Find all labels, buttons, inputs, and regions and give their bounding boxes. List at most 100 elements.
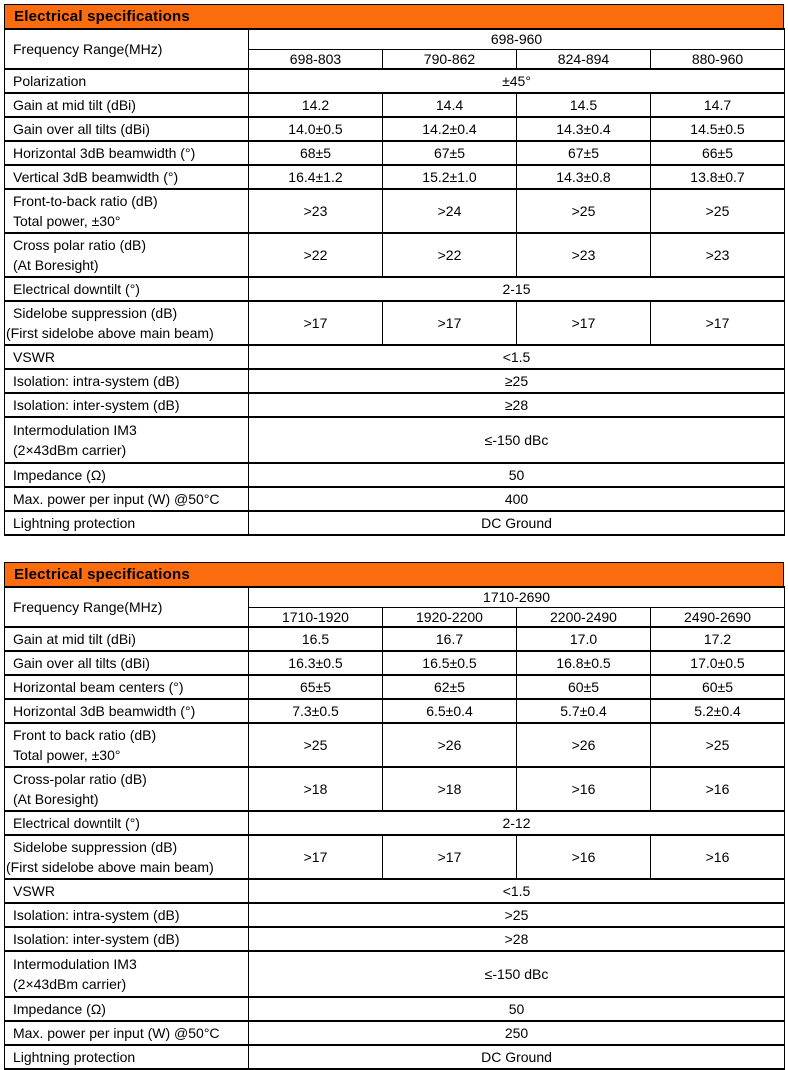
value-cell: 14.3±0.8 bbox=[516, 164, 651, 190]
row-label: Horizontal beam centers (°) bbox=[13, 679, 184, 695]
value-cell: >22 bbox=[248, 232, 383, 278]
value-cell: ≤-150 dBc bbox=[247, 950, 786, 998]
freq-group-cell: 1710-2690 bbox=[247, 586, 786, 608]
value-cell: DC Ground bbox=[247, 1044, 786, 1070]
table-row: Front-to-back ratio (dB) Total power, ±3… bbox=[4, 188, 786, 234]
row-label: Gain over all tilts (dBi) bbox=[13, 121, 150, 137]
value-cell: >18 bbox=[382, 766, 517, 812]
value-cell: 14.2±0.4 bbox=[382, 116, 517, 142]
value-cell: 67±5 bbox=[516, 140, 651, 166]
value-cell: 13.8±0.7 bbox=[649, 164, 786, 190]
row-label-cell: Intermodulation IM3 (2×43dBm carrier) bbox=[4, 416, 249, 464]
row-label: Cross polar ratio (dB) bbox=[13, 237, 147, 253]
row-label-line2: (First sidelobe above main beam) bbox=[6, 325, 214, 341]
table-row: Electrical downtilt (°) 2-15 bbox=[4, 276, 786, 302]
table-row: Front to back ratio (dB) Total power, ±3… bbox=[4, 722, 786, 768]
row-label: VSWR bbox=[13, 349, 55, 365]
value-cell: 60±5 bbox=[516, 674, 651, 700]
value-cell: 16.4±1.2 bbox=[248, 164, 383, 190]
value-cell: >18 bbox=[248, 766, 383, 812]
value-cell: ±45° bbox=[247, 68, 786, 94]
value-cell: >28 bbox=[247, 926, 786, 952]
table-row: Gain over all tilts (dBi) 16.3±0.5 16.5±… bbox=[4, 650, 786, 676]
row-label: Electrical downtilt (°) bbox=[13, 281, 140, 297]
value-cell: >16 bbox=[649, 834, 786, 880]
table-row: Cross polar ratio (dB) (At Boresight) >2… bbox=[4, 232, 786, 278]
row-label-line2: Total power, ±30° bbox=[13, 213, 121, 229]
freq-band-cell: 698-803 bbox=[248, 48, 383, 70]
row-label-cell: VSWR bbox=[4, 878, 249, 904]
value-cell: 14.7 bbox=[649, 92, 786, 118]
row-label: Isolation: intra-system (dB) bbox=[13, 907, 180, 923]
row-label-cell: Sidelobe suppression (dB) (First sidelob… bbox=[4, 834, 249, 880]
row-label-line2: (2×43dBm carrier) bbox=[13, 442, 127, 458]
row-label: Lightning protection bbox=[13, 515, 136, 531]
row-label: Impedance (Ω) bbox=[13, 1001, 106, 1017]
row-label-cell: VSWR bbox=[4, 344, 249, 370]
row-label: VSWR bbox=[13, 883, 55, 899]
row-label: Gain over all tilts (dBi) bbox=[13, 655, 150, 671]
value-cell: 66±5 bbox=[649, 140, 786, 166]
table-row: Horizontal beam centers (°) 65±5 62±5 60… bbox=[4, 674, 786, 700]
table-row: Isolation: inter-system (dB) ≥28 bbox=[4, 392, 786, 418]
table-row: Frequency Range(MHz) 1710-2690 bbox=[4, 586, 786, 628]
row-label: Front to back ratio (dB) bbox=[13, 727, 157, 743]
value-cell: 14.5±0.5 bbox=[649, 116, 786, 142]
table-row: Isolation: intra-system (dB) ≥25 bbox=[4, 368, 786, 394]
row-label-cell: Isolation: inter-system (dB) bbox=[4, 926, 249, 952]
value-cell: >17 bbox=[382, 834, 517, 880]
row-label-cell: Isolation: intra-system (dB) bbox=[4, 368, 249, 394]
row-label-cell: Lightning protection bbox=[4, 510, 249, 536]
table-row: Lightning protection DC Ground bbox=[4, 510, 786, 536]
table-row: Lightning protection DC Ground bbox=[4, 1044, 786, 1070]
value-cell: 250 bbox=[247, 1020, 786, 1046]
value-cell: 14.2 bbox=[248, 92, 383, 118]
value-cell: >23 bbox=[516, 232, 651, 278]
value-cell: >23 bbox=[649, 232, 786, 278]
section-header: Electrical specifications bbox=[4, 562, 784, 586]
row-label-cell: Horizontal beam centers (°) bbox=[4, 674, 249, 700]
table-row: Polarization ±45° bbox=[4, 68, 786, 94]
value-cell: DC Ground bbox=[247, 510, 786, 536]
row-label-cell: Front-to-back ratio (dB) Total power, ±3… bbox=[4, 188, 249, 234]
value-cell: >26 bbox=[382, 722, 517, 768]
row-label-cell: Lightning protection bbox=[4, 1044, 249, 1070]
table-row: Electrical downtilt (°) 2-12 bbox=[4, 810, 786, 836]
table-row: Intermodulation IM3 (2×43dBm carrier) ≤-… bbox=[4, 950, 786, 998]
value-cell: 67±5 bbox=[382, 140, 517, 166]
value-cell: 7.3±0.5 bbox=[248, 698, 383, 724]
freq-band-cell: 1710-1920 bbox=[248, 606, 383, 628]
value-cell: 62±5 bbox=[382, 674, 517, 700]
value-cell: <1.5 bbox=[247, 878, 786, 904]
table-row: Isolation: inter-system (dB) >28 bbox=[4, 926, 786, 952]
value-cell: 16.5±0.5 bbox=[382, 650, 517, 676]
row-label: Polarization bbox=[13, 73, 87, 89]
row-label: Gain at mid tilt (dBi) bbox=[13, 631, 136, 647]
table-row: Vertical 3dB beamwidth (°) 16.4±1.2 15.2… bbox=[4, 164, 786, 190]
row-label-line2: (First sidelobe above main beam) bbox=[6, 859, 214, 875]
table-row: Max. power per input (W) @50°C 250 bbox=[4, 1020, 786, 1046]
table-row: VSWR <1.5 bbox=[4, 344, 786, 370]
row-label-cell: Sidelobe suppression (dB) (First sidelob… bbox=[4, 300, 249, 346]
row-label: Isolation: inter-system (dB) bbox=[13, 931, 180, 947]
value-cell: 5.7±0.4 bbox=[516, 698, 651, 724]
row-label: Vertical 3dB beamwidth (°) bbox=[13, 169, 179, 185]
value-cell: 50 bbox=[247, 996, 786, 1022]
value-cell: >17 bbox=[516, 300, 651, 346]
row-label-cell: Vertical 3dB beamwidth (°) bbox=[4, 164, 249, 190]
spec-section-high-band: Electrical specifications Frequency Rang… bbox=[4, 562, 786, 1070]
table-row: Impedance (Ω) 50 bbox=[4, 996, 786, 1022]
table-row: Max. power per input (W) @50°C 400 bbox=[4, 486, 786, 512]
row-label-cell: Front to back ratio (dB) Total power, ±3… bbox=[4, 722, 249, 768]
table-row: Isolation: intra-system (dB) >25 bbox=[4, 902, 786, 928]
row-label: Intermodulation IM3 bbox=[13, 422, 137, 438]
value-cell: 5.2±0.4 bbox=[649, 698, 786, 724]
value-cell: 14.0±0.5 bbox=[248, 116, 383, 142]
value-cell: >22 bbox=[382, 232, 517, 278]
freq-band-cell: 1920-2200 bbox=[382, 606, 517, 628]
value-cell: 17.0±0.5 bbox=[649, 650, 786, 676]
row-label-cell: Impedance (Ω) bbox=[4, 996, 249, 1022]
value-cell: >25 bbox=[649, 722, 786, 768]
row-label-cell: Polarization bbox=[4, 68, 249, 94]
table-row: Sidelobe suppression (dB) (First sidelob… bbox=[4, 300, 786, 346]
